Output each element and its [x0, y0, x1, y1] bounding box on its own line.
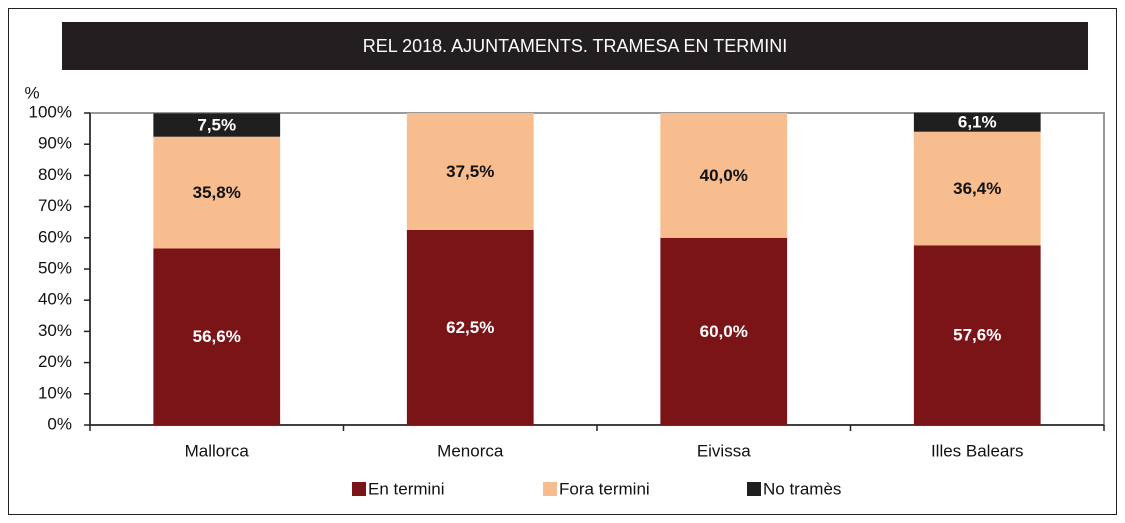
bar-segment	[153, 136, 281, 249]
data-label: 40,0%	[700, 166, 748, 185]
y-tick-label: 90%	[38, 134, 72, 153]
bar-segment	[660, 237, 788, 425]
chart-title: REL 2018. AJUNTAMENTS. TRAMESA EN TERMIN…	[363, 36, 787, 56]
data-label: 57,6%	[953, 326, 1001, 345]
y-tick-label: 80%	[38, 165, 72, 184]
y-axis-label: %	[24, 83, 39, 102]
bar-segment	[406, 113, 534, 230]
y-tick-label: 70%	[38, 196, 72, 215]
data-label: 35,8%	[193, 183, 241, 202]
data-label: 60,0%	[700, 322, 748, 341]
y-tick-label: 100%	[29, 102, 72, 121]
y-tick-label: 50%	[38, 258, 72, 277]
bar-segment	[913, 131, 1041, 246]
legend-swatch	[543, 482, 557, 496]
x-tick-label: Menorca	[437, 441, 504, 460]
y-tick-label: 20%	[38, 352, 72, 371]
data-label: 36,4%	[953, 179, 1001, 198]
y-tick-label: 10%	[38, 383, 72, 402]
data-label: 62,5%	[446, 318, 494, 337]
title-bar	[62, 22, 1088, 70]
bar-segment	[153, 113, 281, 137]
bar-segment	[913, 112, 1041, 132]
legend-label: No tramès	[763, 479, 841, 498]
data-label: 56,6%	[193, 327, 241, 346]
x-tick-label: Illes Balears	[931, 441, 1024, 460]
data-label: 7,5%	[197, 115, 236, 134]
legend-label: En termini	[368, 479, 445, 498]
data-label: 6,1%	[958, 113, 997, 132]
y-tick-label: 40%	[38, 290, 72, 309]
bar-segment	[660, 113, 788, 238]
data-label: 37,5%	[446, 162, 494, 181]
bar-segment	[153, 248, 281, 425]
bar-segment	[406, 230, 534, 425]
y-tick-label: 30%	[38, 321, 72, 340]
x-tick-label: Mallorca	[185, 441, 250, 460]
legend-swatch	[747, 482, 761, 496]
y-tick-label: 60%	[38, 227, 72, 246]
legend-swatch	[352, 482, 366, 496]
x-tick-label: Eivissa	[697, 441, 751, 460]
legend-label: Fora termini	[559, 479, 650, 498]
y-tick-label: 0%	[47, 414, 72, 433]
bar-segment	[913, 245, 1041, 425]
